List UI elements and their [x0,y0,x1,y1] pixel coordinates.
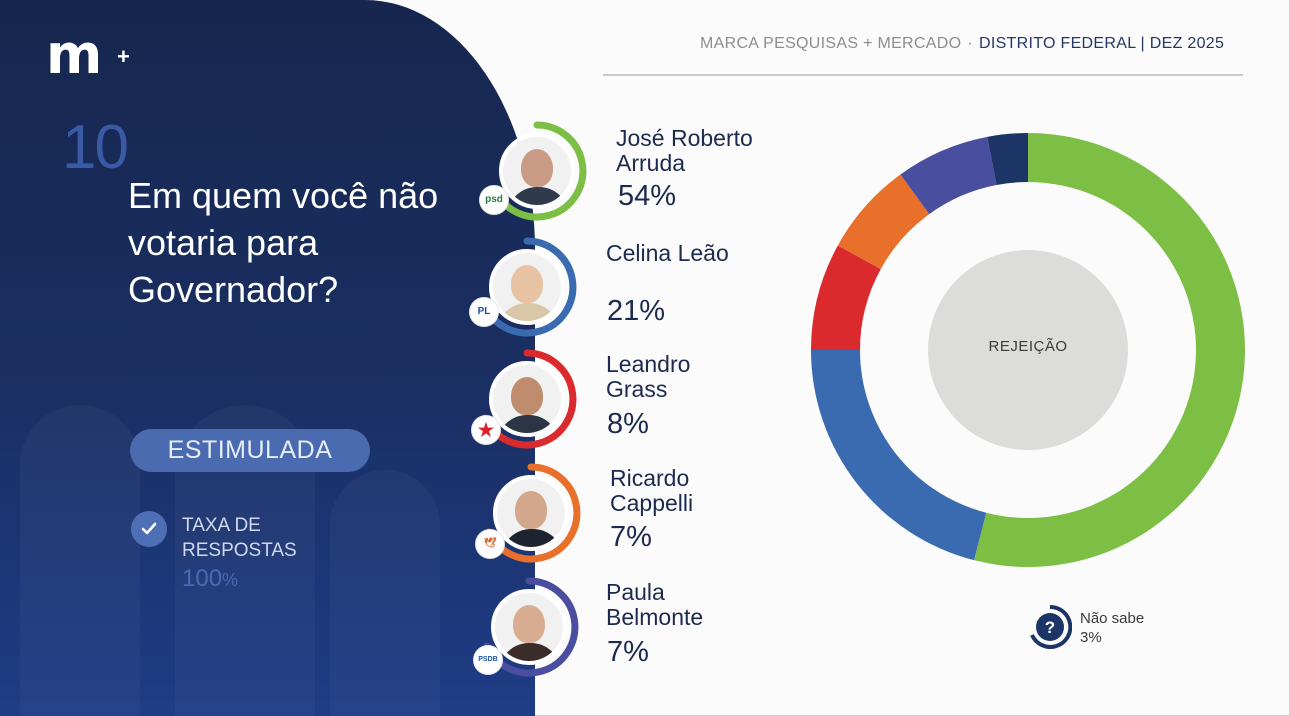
watermark-shape [20,405,140,716]
candidate-avatar [486,120,588,222]
candidate-avatar [476,348,578,450]
candidate-avatar [478,576,580,678]
candidate-photo [491,589,567,665]
party-logo-icon: psd [480,186,508,214]
brand-logo-plus: + [117,44,130,69]
survey-type-badge: ESTIMULADA [130,429,370,472]
response-rate-value: 100% [182,565,239,592]
party-logo-icon: PL [470,298,498,326]
left-panel: m + 10 Em quem você não votaria para Gov… [0,0,535,716]
header-source: MARCA PESQUISAS + MERCADO [700,35,962,52]
candidate-percentage: 54% [618,180,677,212]
question-text: Em quem você não votaria para Governador… [128,175,439,310]
candidate-photo [499,133,575,209]
watermark-shape [330,470,440,716]
party-logo-icon: 🕊 [476,530,504,558]
donut-center-label: REJEIÇÃO [988,338,1068,355]
header: MARCA PESQUISAS + MERCADO · DISTRITO FEDER… [700,35,1224,53]
donut-slice [900,136,997,215]
header-divider [603,74,1243,76]
candidate-percentage: 7% [610,521,652,553]
candidate-photo [489,361,565,437]
candidate-avatar [480,462,582,564]
donut-slice [811,350,987,561]
question-number: 10 [62,113,129,182]
donut-slice [837,174,930,270]
dont-know-label: Não sabe [1080,610,1145,627]
candidate-name: Paula Belmonte [606,579,704,630]
candidate-photo [489,249,565,325]
brand-logo: m [46,23,102,86]
candidate-name: Celina Leão [606,240,729,266]
svg-text:?: ? [1045,618,1055,637]
candidate-name: José Roberto Arruda [616,125,753,176]
question-icon: ? [1028,604,1073,649]
candidate-avatar [476,236,578,338]
candidate-percentage: 7% [607,636,649,668]
check-icon [131,511,167,547]
candidate-name: Leandro Grass [606,351,691,402]
dont-know-pct: 3% [1080,629,1102,646]
header-separator: · [967,35,973,52]
donut-slice [974,133,1245,567]
donut-svg [811,133,1245,567]
candidate-photo [493,475,569,551]
donut-slice [987,133,1028,185]
donut-center: REJEIÇÃO [928,250,1128,450]
party-logo-icon: PSDB [474,646,502,674]
candidate-name: Ricardo Cappelli [610,465,694,516]
header-region: DISTRITO FEDERAL | DEZ 2025 [978,35,1225,52]
donut-slice [811,245,881,350]
rejection-donut-chart: REJEIÇÃO [810,132,1246,568]
party-logo-icon: ★ [472,416,500,444]
dont-know-legend: Não sabe 3% [1080,609,1144,647]
candidate-percentage: 8% [607,408,649,440]
candidate-percentage: 21% [607,295,666,327]
response-rate-label: TAXA DE RESPOSTAS [182,515,297,561]
